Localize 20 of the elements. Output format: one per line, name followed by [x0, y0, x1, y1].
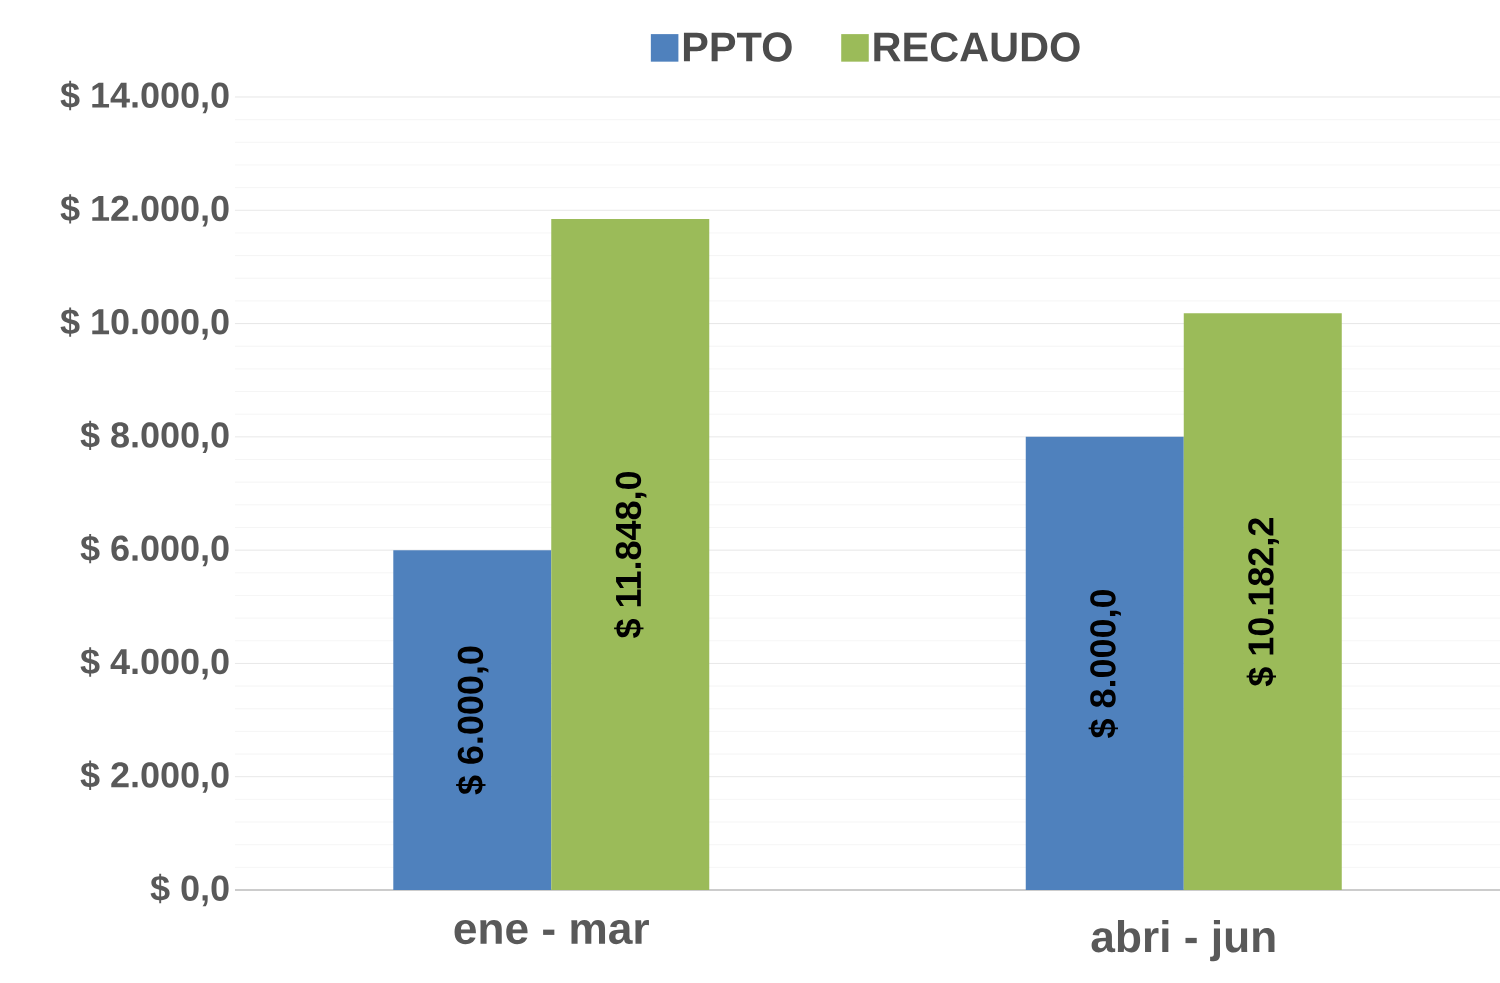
- y-tick-label: $ 8.000,0: [80, 420, 229, 453]
- data-label: $ 10.182,2: [1246, 518, 1279, 687]
- y-tick-label: $ 4.000,0: [80, 647, 229, 680]
- bar: [1183, 313, 1342, 890]
- data-label: $ 8.000,0: [1088, 589, 1121, 738]
- y-tick-label: $ 6.000,0: [80, 533, 229, 567]
- x-tick-label: abri - jun: [1091, 919, 1275, 962]
- bar: [551, 218, 710, 890]
- x-tick-label: ene - mar: [454, 919, 649, 945]
- legend-label: RECAUDO: [874, 32, 1080, 62]
- legend-label: PPTO: [683, 32, 792, 62]
- bar: [393, 550, 552, 890]
- data-label: $ 6.000,0: [456, 646, 489, 795]
- y-tick-label: $ 0,0: [150, 873, 229, 907]
- y-tick-label: $ 12.000,0: [60, 194, 229, 227]
- bar: [1025, 436, 1184, 890]
- y-tick-label: $ 2.000,0: [80, 760, 229, 793]
- data-label: $ 11.848,0: [614, 471, 647, 638]
- y-tick-label: $ 14.000,0: [60, 80, 229, 114]
- y-tick-label: $ 10.000,0: [60, 307, 229, 340]
